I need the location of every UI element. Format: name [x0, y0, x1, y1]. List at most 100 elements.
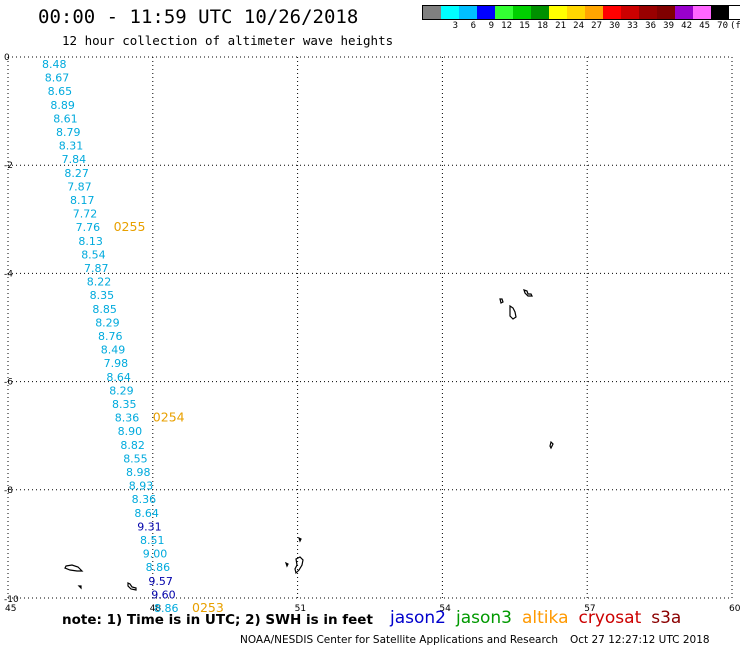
satellite-track: 8.488.678.658.898.618.798.317.848.277.87… [42, 58, 224, 615]
satellite-jason3: jason3 [456, 608, 512, 628]
lat-tick-label: -8 [4, 486, 13, 496]
legend-unit: (ft) [730, 21, 740, 31]
page-title: 00:00 - 11:59 UTC 10/26/2018 [38, 6, 359, 28]
swh-value: 7.87 [84, 262, 109, 275]
island-coastline [297, 536, 302, 543]
legend-tick-label: 70 [717, 21, 728, 31]
time-label: 0254 [153, 410, 185, 425]
swh-value: 9.60 [151, 588, 176, 601]
island-coastline [549, 440, 554, 450]
island-coastline [284, 561, 289, 568]
satellite-jason2: jason2 [390, 608, 446, 628]
swh-value: 8.31 [59, 140, 84, 153]
satellite-altika: altika [522, 608, 569, 628]
legend-swatch [441, 6, 459, 19]
island-coastline [509, 304, 517, 320]
legend-swatch [639, 6, 657, 19]
legend-swatch [495, 6, 513, 19]
island-coastline [127, 582, 137, 591]
legend-tick-label: 30 [609, 21, 620, 31]
swh-value: 8.17 [70, 194, 95, 207]
swh-value: 7.84 [62, 153, 87, 166]
grid-lines [7, 56, 733, 599]
lon-tick-label: 51 [295, 604, 306, 614]
legend-tick-label: 21 [555, 21, 566, 31]
swh-value: 8.54 [81, 248, 106, 261]
island-coastline [294, 556, 304, 575]
swh-value: 8.86 [146, 561, 171, 574]
swh-value: 8.64 [106, 371, 130, 384]
swh-value: 8.93 [129, 480, 154, 493]
legend-tick-label: 42 [681, 21, 692, 31]
swh-value: 8.64 [134, 507, 159, 520]
legend-tick-label: 6 [470, 21, 476, 31]
swh-value: 8.82 [120, 439, 144, 452]
swh-value: 7.76 [76, 221, 101, 234]
swh-value: 8.35 [112, 398, 137, 411]
legend-swatch [585, 6, 603, 19]
legend-tick-label: 3 [452, 21, 458, 31]
legend-tick-label: 33 [627, 21, 638, 31]
lat-tick-label: -10 [4, 595, 19, 605]
legend-swatch [603, 6, 621, 19]
legend-swatch [531, 6, 549, 19]
swh-value: 9.00 [143, 548, 168, 561]
legend-swatch [513, 6, 531, 19]
page-subtitle: 12 hour collection of altimeter wave hei… [62, 33, 394, 48]
swh-value: 8.89 [50, 99, 75, 112]
legend-tick-label: 9 [488, 21, 494, 31]
lat-tick-label: -6 [4, 378, 13, 388]
footer: NOAA/NESDIS Center for Satellite Applica… [240, 634, 710, 646]
legend-swatch [567, 6, 585, 19]
note-text: note: 1) Time is in UTC; 2) SWH is in fe… [62, 612, 373, 628]
legend-tick-label: 39 [663, 21, 674, 31]
legend-tick-label: 27 [591, 21, 602, 31]
lon-tick-label: 48 [150, 604, 162, 614]
swh-value: 7.72 [73, 208, 98, 221]
swh-value: 8.86 [154, 602, 179, 615]
legend-tick-label: 12 [501, 21, 512, 31]
swh-value: 8.22 [87, 276, 112, 289]
swh-value: 8.36 [115, 412, 140, 425]
legend-swatches [422, 5, 740, 20]
swh-value: 8.48 [42, 58, 67, 71]
legend-swatch [423, 6, 441, 19]
legend-swatch [657, 6, 675, 19]
legend-swatch [621, 6, 639, 19]
legend-swatch [549, 6, 567, 19]
swh-value: 8.36 [132, 493, 157, 506]
swh-value: 8.65 [48, 85, 73, 98]
legend-swatch [711, 6, 729, 19]
swh-value: 7.87 [67, 180, 92, 193]
swh-value: 8.55 [123, 452, 148, 465]
satellite-s3a: s3a [651, 608, 682, 628]
lat-tick-label: -2 [4, 161, 13, 171]
legend-swatch [675, 6, 693, 19]
swh-value: 8.13 [78, 235, 103, 248]
swh-value: 8.76 [98, 330, 123, 343]
swh-value: 8.29 [95, 316, 120, 329]
swh-value: 8.90 [118, 425, 143, 438]
legend-tick-label: 36 [645, 21, 656, 31]
lon-tick-label: 57 [584, 604, 595, 614]
legend-tick-label: 24 [573, 21, 584, 31]
island-coastline [64, 564, 84, 572]
island-coastline [77, 585, 82, 590]
swh-value: 8.29 [109, 384, 134, 397]
time-label: 0255 [114, 219, 146, 234]
satellite-legend: jason2 jason3 altika cryosat s3a [390, 608, 691, 628]
swh-value: 8.61 [53, 112, 77, 125]
swh-value: 8.67 [45, 72, 70, 85]
swh-value: 8.51 [140, 534, 165, 547]
swh-value: 8.79 [56, 126, 81, 139]
satellite-cryosat: cryosat [578, 608, 642, 628]
island-coastline [499, 298, 504, 304]
swh-value: 7.98 [104, 357, 129, 370]
legend-swatch [477, 6, 495, 19]
coastlines [64, 289, 554, 591]
island-coastline [523, 289, 533, 297]
lon-tick-label: 45 [5, 604, 16, 614]
